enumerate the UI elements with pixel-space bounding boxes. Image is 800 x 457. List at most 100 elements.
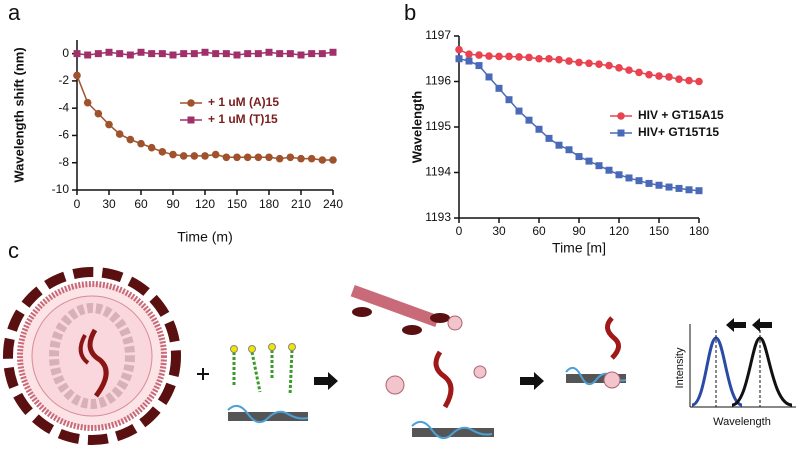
data-point [308, 50, 316, 58]
data-point [505, 96, 513, 104]
data-point [126, 135, 135, 144]
data-point [585, 157, 593, 165]
data-point [105, 48, 113, 56]
data-point [115, 130, 124, 138]
y-tick-label: -4 [58, 100, 69, 114]
data-point [169, 51, 177, 59]
data-point [94, 109, 103, 118]
data-point [222, 50, 230, 58]
data-point [695, 77, 703, 86]
data-point [329, 48, 337, 56]
data-point [495, 52, 503, 61]
probes [227, 343, 309, 424]
x-tick-label: 30 [492, 224, 506, 238]
data-point [465, 50, 473, 58]
legend-label: + 1 uM (T)15 [208, 112, 278, 126]
x-tick-label: 60 [532, 224, 546, 238]
x-tick-label: 30 [102, 197, 116, 211]
data-point [485, 73, 493, 81]
data-point [465, 57, 473, 65]
x-tick-label: 240 [323, 197, 343, 211]
data-point [665, 73, 673, 81]
legend-label: HIV+ GT15T15 [638, 125, 719, 139]
data-point [675, 184, 683, 192]
data-point [685, 186, 693, 194]
data-point [455, 55, 463, 63]
data-point [625, 174, 633, 182]
data-point [254, 50, 262, 58]
x-tick-label: 150 [227, 197, 247, 211]
spectrum-inset: Intensity Wavelength [674, 318, 796, 428]
y-tick-label: -10 [52, 182, 70, 196]
data-point [595, 60, 603, 69]
data-point [276, 50, 284, 58]
data-point [180, 50, 188, 58]
panel-label: a [8, 0, 21, 25]
legend-marker [617, 112, 625, 120]
data-point [190, 152, 199, 160]
y-tick-label: 1194 [425, 165, 451, 179]
data-point [286, 153, 295, 162]
data-point [635, 68, 643, 77]
data-point [655, 72, 663, 80]
data-point [645, 179, 653, 187]
x-tick-label: 60 [134, 197, 148, 211]
arrow [314, 372, 544, 390]
data-point [635, 177, 643, 185]
data-point [575, 153, 583, 161]
legend-marker [617, 129, 625, 137]
data-point [212, 50, 220, 58]
data-point [665, 183, 673, 191]
data-point [94, 50, 102, 58]
data-point [158, 148, 167, 156]
data-point [535, 54, 543, 63]
x-tick-label: 180 [689, 224, 709, 238]
data-point [545, 54, 553, 63]
y-tick-label: 0 [62, 46, 69, 60]
data-point [222, 153, 231, 162]
x-axis-title: Time [m] [552, 240, 606, 256]
data-point [211, 150, 220, 159]
y-tick-label: 1193 [425, 210, 451, 224]
data-point [515, 53, 523, 61]
panel-label: b [404, 0, 416, 25]
data-point [565, 146, 573, 154]
y-tick-label: -8 [58, 155, 69, 169]
data-point [555, 55, 563, 64]
legend-label: + 1 uM (A)15 [208, 95, 279, 109]
data-point [201, 48, 209, 56]
x-tick-label: 180 [259, 197, 279, 211]
y-tick-label: -2 [58, 73, 69, 87]
virus [3, 267, 181, 445]
data-point [615, 171, 623, 179]
data-point [244, 50, 252, 58]
data-point [116, 50, 124, 58]
data-point [555, 141, 563, 149]
data-point [685, 76, 693, 85]
data-point [515, 107, 523, 115]
y-axis-title: Wavelength [409, 91, 424, 164]
y-tick-label: -6 [58, 128, 69, 142]
data-point [525, 53, 533, 62]
data-point [147, 143, 156, 152]
data-point [126, 51, 134, 59]
data-point [83, 98, 92, 107]
data-point [105, 120, 113, 129]
x-tick-label: 210 [291, 197, 311, 211]
data-point [137, 48, 145, 56]
data-point [233, 153, 241, 162]
data-point [329, 156, 337, 164]
data-point [265, 153, 273, 162]
data-point [585, 59, 593, 68]
x-tick-label: 120 [195, 197, 215, 211]
legend-marker [187, 99, 195, 107]
x-tick-label: 0 [74, 197, 81, 211]
data-point [158, 50, 166, 58]
data-point [455, 45, 463, 54]
data-point [605, 166, 613, 174]
data-point [137, 139, 145, 148]
data-point [595, 162, 603, 170]
data-point [645, 70, 653, 79]
data-point [475, 62, 483, 70]
